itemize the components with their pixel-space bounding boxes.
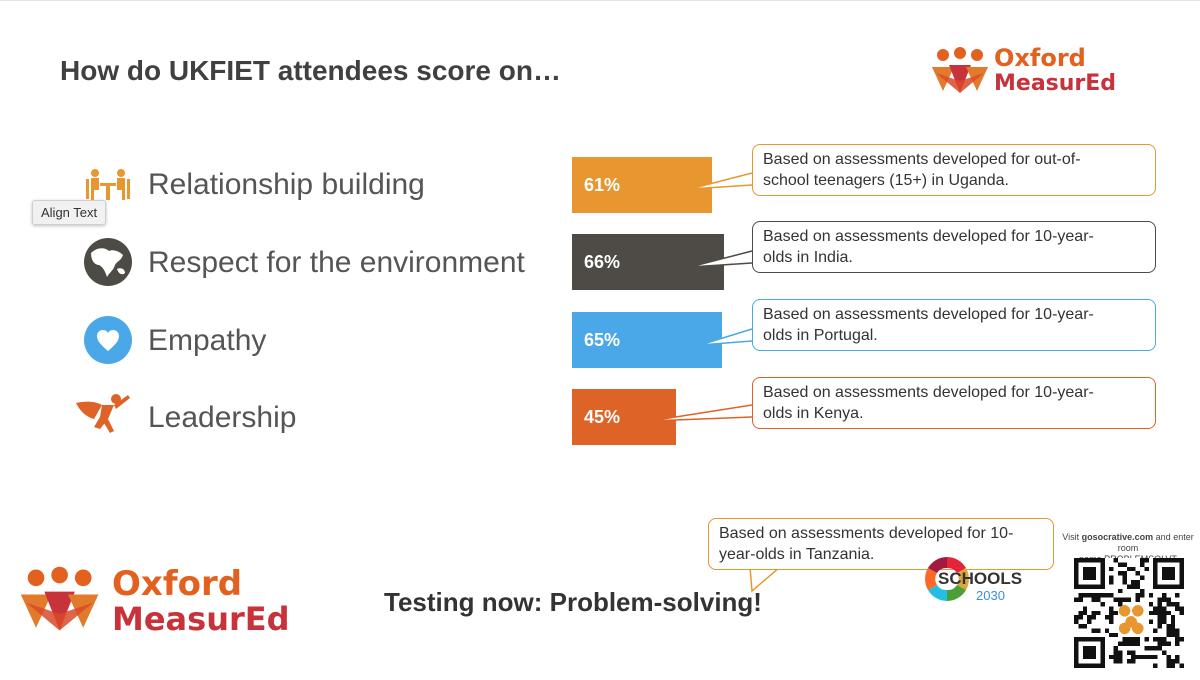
logo-figures-icon (20, 566, 99, 631)
score-bar: 66% (572, 234, 724, 290)
callout-tail (689, 250, 753, 268)
row-label-relationship: Relationship building (148, 168, 425, 201)
callout-uganda: Based on assessments developed for out-o… (752, 144, 1156, 196)
row-label-leadership: Leadership (148, 401, 297, 434)
logo-line1: Oxford (994, 44, 1086, 72)
logo-line1: Oxford (112, 564, 243, 604)
callout-line: year-olds in Tanzania. (719, 546, 875, 563)
sdg-wheel-icon (925, 557, 969, 601)
globe-icon (84, 238, 132, 286)
score-value: 45% (584, 406, 621, 427)
superhero-icon (76, 394, 130, 433)
socrative-prefix: Visit (1062, 532, 1082, 542)
callout-line: Based on assessments developed for 10- (719, 525, 1014, 542)
slide-title: How do UKFIET attendees score on… (60, 55, 561, 86)
score-bar: 61% (572, 157, 712, 213)
callout-tail (749, 566, 781, 593)
score-bar: 45% (572, 389, 676, 445)
row-label-empathy: Empathy (148, 324, 267, 357)
row-label-environment: Respect for the environment (148, 246, 525, 279)
callout-line: olds in India. (763, 249, 853, 266)
callout-tanzania: Based on assessments developed for 10- y… (708, 518, 1054, 570)
socrative-link[interactable]: gosocrative.com (1081, 532, 1154, 542)
callout-line: olds in Kenya. (763, 405, 864, 422)
callout-line: olds in Portugal. (763, 327, 878, 344)
score-value: 65% (584, 329, 621, 350)
heart-icon (84, 316, 132, 364)
logo-line2: MeasurEd (994, 71, 1117, 96)
schools-word: SCHOOLS (938, 569, 1023, 588)
bottom-heading: Testing now: Problem-solving! (384, 587, 762, 617)
callout-line: Based on assessments developed for 10-ye… (763, 306, 1094, 323)
callout-kenya: Based on assessments developed for 10-ye… (752, 377, 1156, 429)
score-bar: 65% (572, 312, 722, 368)
callout-tail (649, 404, 753, 422)
callout-line: Based on assessments developed for 10-ye… (763, 384, 1094, 401)
callout-line: Based on assessments developed for 10-ye… (763, 228, 1094, 245)
callout-tail (689, 172, 753, 190)
callout-line: Based on assessments developed for out-o… (763, 151, 1081, 168)
logo-line2: MeasurEd (112, 600, 290, 638)
score-value: 66% (584, 251, 621, 272)
logo-figures-icon (932, 47, 988, 93)
score-value: 61% (584, 174, 621, 195)
callout-portugal: Based on assessments developed for 10-ye… (752, 299, 1156, 351)
socrative-suffix: and enter room (1117, 532, 1194, 553)
schools-year: 2030 (976, 588, 1005, 603)
schools-2030-logo: SCHOOLS 2030 (922, 554, 1032, 604)
callout-line: school teenagers (15+) in Uganda. (763, 172, 1009, 189)
qr-code[interactable] (1074, 558, 1184, 668)
callout-india: Based on assessments developed for 10-ye… (752, 221, 1156, 273)
align-text-tooltip: Align Text (32, 200, 107, 225)
meeting-icon (86, 169, 130, 200)
callout-tail (699, 328, 753, 346)
